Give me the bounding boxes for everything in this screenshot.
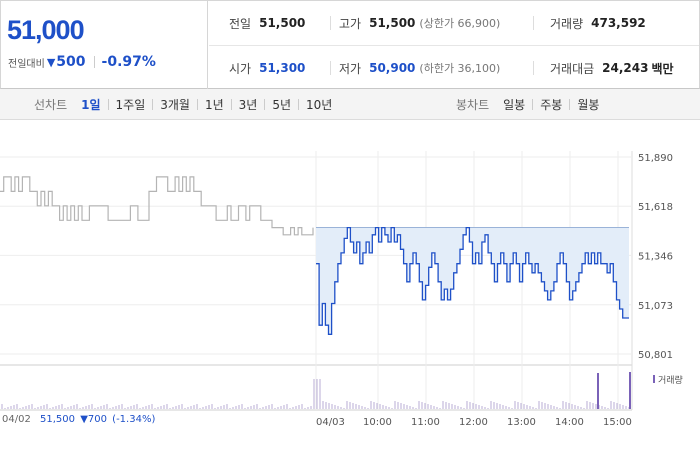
tab-1week[interactable]: 1주일 [115, 98, 146, 112]
divider [93, 56, 95, 68]
x-tick-label: 13:00 [507, 417, 536, 428]
divider [107, 99, 109, 110]
x-tick-label: 12:00 [459, 417, 488, 428]
stat-volume: 거래량 473,592 [550, 16, 646, 31]
stat-open: 시가 51,300 [229, 61, 306, 76]
y-tick-label: 51,073 [638, 301, 673, 312]
tab-1day[interactable]: 1일 [81, 98, 101, 112]
x-tick-label: 14:00 [555, 417, 584, 428]
tab-5year[interactable]: 5년 [272, 98, 292, 112]
divider [209, 45, 699, 46]
tab-weekly[interactable]: 주봉 [540, 98, 563, 112]
line-chart-title: 선차트 [34, 98, 68, 112]
tab-1year[interactable]: 1년 [204, 98, 224, 112]
tab-monthly[interactable]: 월봉 [577, 98, 600, 112]
y-tick-label: 51,618 [638, 202, 673, 213]
chart-background [0, 121, 700, 450]
x-axis-labels: 04/03 10:00 11:00 12:00 13:00 14:00 15:00 [316, 417, 632, 428]
y-tick-label: 50,801 [638, 350, 673, 361]
stock-summary: 51,000 전일대비 ▼ 500 -0.97% 전일 51,500 고가 51… [0, 0, 700, 89]
chart-tab-bar: 선차트 1일 1주일 3개월 1년 3년 5년 10년 봉차트 일봉 주봉 월봉 [0, 89, 700, 120]
divider [264, 99, 266, 110]
x-tick-label: 10:00 [363, 417, 392, 428]
stat-turnover: 거래대금 24,243 백만 [550, 61, 674, 76]
divider [533, 16, 534, 30]
prev-day-info: 04/02 51,500 ▼700 (-1.34%) [2, 414, 155, 425]
stat-high: 고가 51,500 (상한가 66,900) [339, 16, 501, 31]
diff-label: 전일대비 [8, 58, 45, 70]
stat-prev-close: 전일 51,500 [229, 16, 306, 31]
down-triangle-icon: ▼ [46, 55, 56, 69]
prev-day-series-line [0, 176, 314, 236]
x-tick-label: 04/03 [316, 417, 345, 428]
y-tick-label: 51,890 [638, 153, 673, 164]
stat-low: 저가 50,900 (하한가 36,100) [339, 61, 501, 76]
prev-day-date: 04/02 [2, 414, 31, 425]
y-axis-labels: 51,890 51,618 51,346 51,073 50,801 [638, 153, 673, 361]
volume-legend-label: 거래량 [658, 374, 683, 386]
divider [532, 99, 534, 110]
candle-chart-tabs: 봉차트 일봉 주봉 월봉 [456, 89, 599, 120]
tab-3month[interactable]: 3개월 [160, 98, 190, 112]
today-line-group [316, 226, 629, 335]
tab-10year[interactable]: 10년 [306, 98, 333, 112]
prev-day-change: ▼700 [80, 414, 107, 425]
tab-3year[interactable]: 3년 [238, 98, 258, 112]
price-box: 51,000 전일대비 ▼ 500 -0.97% [1, 1, 208, 89]
prev-day-rate: (-1.34%) [112, 414, 156, 425]
divider [330, 16, 331, 30]
y-tick-label: 51,346 [638, 251, 673, 262]
price-change-row: 전일대비 ▼ 500 -0.97% [8, 54, 156, 70]
divider [196, 99, 198, 110]
diff-value: 500 [56, 54, 86, 70]
volume-legend-swatch [653, 375, 655, 383]
prev-day-price: 51,500 [40, 414, 76, 425]
tab-daily[interactable]: 일봉 [503, 98, 526, 112]
stock-stats: 전일 51,500 고가 51,500 (상한가 66,900) 거래량 473… [209, 1, 699, 89]
divider [152, 99, 154, 110]
candle-chart-title: 봉차트 [456, 98, 490, 112]
x-tick-label: 15:00 [603, 417, 632, 428]
today-area-fill [316, 227, 629, 335]
x-tick-label: 11:00 [411, 417, 440, 428]
divider [330, 61, 331, 75]
diff-rate: -0.97% [101, 54, 156, 70]
divider [569, 99, 571, 110]
price-chart: 51,890 51,618 51,346 51,073 50,801 거래량 04/03… [0, 121, 700, 450]
divider [533, 61, 534, 75]
today-series-line [316, 226, 629, 335]
volume-panel: 거래량 [1, 372, 683, 409]
prev-day-line-group [0, 176, 314, 236]
line-chart-tabs: 선차트 1일 1주일 3개월 1년 3년 5년 10년 [34, 89, 332, 120]
current-price: 51,000 [7, 15, 85, 45]
divider [298, 99, 300, 110]
divider [230, 99, 232, 110]
